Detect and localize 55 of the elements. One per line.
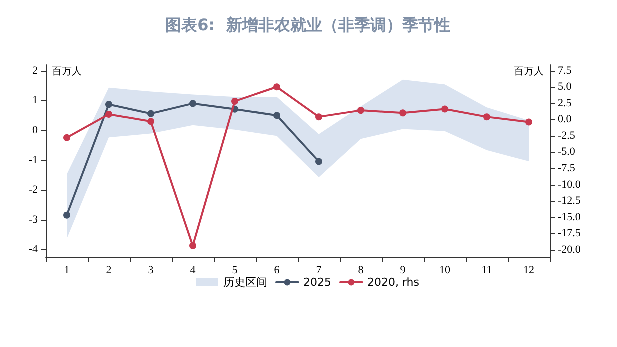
y2-tick-label: -12.5 [558, 195, 582, 208]
y2-tick-label: -17.5 [558, 228, 582, 240]
y2-tick-label: -15.0 [558, 211, 582, 224]
y-tick-label: 0 [32, 124, 38, 136]
y-tick-label: -4 [28, 244, 38, 256]
y-tick-label: -3 [28, 214, 38, 226]
x-tick-label: 3 [148, 264, 154, 276]
y-tick-label: 2 [32, 64, 38, 77]
point [316, 158, 322, 166]
point [484, 114, 490, 121]
point [190, 100, 196, 108]
y2-tick-label: 2.5 [558, 97, 572, 110]
x-tick-label: 5 [232, 264, 238, 276]
point [64, 212, 70, 219]
x-tick-label: 7 [316, 264, 322, 276]
point [106, 110, 112, 118]
y2-tick-label: -2.5 [558, 130, 576, 142]
y2-tick-label: -5.0 [558, 146, 576, 158]
x-tick-label: 2 [106, 264, 112, 276]
legend-label: 2020, rhs [367, 276, 420, 289]
point [106, 101, 112, 108]
y2-tick-label: 7.5 [558, 64, 572, 77]
point [64, 134, 70, 142]
y2-tick-label: -20.0 [558, 244, 582, 256]
point [148, 118, 154, 126]
legend-label: 历史区间 [223, 276, 268, 289]
point [358, 107, 364, 114]
point [274, 84, 280, 91]
point [316, 114, 322, 121]
x-tick-label: 1 [64, 264, 70, 276]
y2-tick-label: 0.0 [558, 114, 572, 126]
y-axis-title: 百万人 [52, 66, 82, 78]
point [442, 106, 448, 113]
x-tick-label: 11 [482, 264, 492, 276]
legend-label: 2025 [303, 276, 332, 289]
x-tick-label: 9 [400, 264, 406, 276]
point [400, 110, 406, 117]
point [148, 110, 154, 118]
x-tick-label: 8 [358, 264, 364, 276]
y-tick-label: -1 [28, 154, 38, 166]
y2-axis-title: 百万人 [514, 66, 544, 78]
y2-tick-label: -7.5 [558, 162, 576, 174]
point [190, 242, 196, 250]
y2-tick-label: -10.0 [558, 178, 582, 191]
y-tick-label: -2 [28, 184, 38, 196]
x-tick-label: 4 [190, 264, 196, 276]
chart-title: 图表6: 新增非农就业（非季调）季节性 [166, 16, 450, 34]
y2-tick-label: 5.0 [558, 81, 572, 94]
x-tick-label: 12 [524, 264, 534, 276]
y-tick-label: 1 [32, 94, 38, 107]
point [232, 98, 238, 105]
point [274, 112, 280, 120]
x-tick-label: 10 [440, 264, 451, 276]
x-tick-label: 6 [274, 264, 280, 276]
point [526, 118, 532, 126]
